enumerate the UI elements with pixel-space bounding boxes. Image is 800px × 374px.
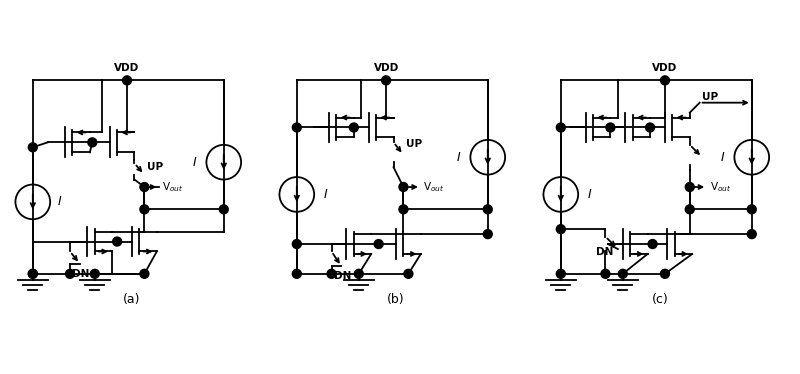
Circle shape (648, 240, 657, 248)
Circle shape (556, 269, 566, 278)
Circle shape (399, 205, 408, 214)
Text: DN: DN (595, 246, 613, 257)
Circle shape (374, 240, 383, 248)
Text: DN: DN (334, 271, 351, 281)
Text: I: I (193, 156, 197, 169)
Text: I: I (721, 151, 725, 164)
Text: VDD: VDD (114, 63, 140, 73)
Circle shape (747, 230, 756, 239)
Text: UP: UP (147, 162, 163, 172)
Circle shape (483, 205, 492, 214)
Circle shape (661, 76, 670, 85)
Circle shape (292, 123, 302, 132)
Circle shape (483, 230, 492, 239)
Circle shape (140, 183, 149, 191)
Circle shape (140, 269, 149, 278)
Text: V$_{out}$: V$_{out}$ (710, 180, 731, 194)
Circle shape (292, 269, 302, 278)
Circle shape (28, 269, 38, 278)
Circle shape (88, 138, 97, 147)
Circle shape (292, 240, 302, 248)
Circle shape (354, 269, 363, 278)
Circle shape (404, 269, 413, 278)
Text: (a): (a) (123, 293, 141, 306)
Text: VDD: VDD (652, 63, 678, 73)
Circle shape (556, 123, 566, 132)
Circle shape (350, 123, 358, 132)
Circle shape (122, 76, 131, 85)
Text: VDD: VDD (374, 63, 398, 73)
Circle shape (90, 269, 99, 278)
Circle shape (618, 269, 627, 278)
Circle shape (686, 205, 694, 214)
Text: DN: DN (73, 269, 90, 279)
Text: UP: UP (406, 140, 422, 149)
Text: I: I (58, 195, 62, 208)
Text: UP: UP (702, 92, 718, 102)
Circle shape (646, 123, 654, 132)
Circle shape (327, 269, 336, 278)
Circle shape (556, 225, 566, 234)
Text: V$_{out}$: V$_{out}$ (423, 180, 445, 194)
Circle shape (747, 205, 756, 214)
Circle shape (28, 143, 38, 152)
Circle shape (28, 269, 38, 278)
Circle shape (601, 269, 610, 278)
Text: I: I (457, 151, 461, 164)
Circle shape (66, 269, 74, 278)
Text: V$_{out}$: V$_{out}$ (162, 180, 183, 194)
Circle shape (661, 269, 670, 278)
Circle shape (686, 183, 694, 191)
Text: (b): (b) (387, 293, 405, 306)
Circle shape (382, 76, 390, 85)
Circle shape (606, 123, 615, 132)
Text: (c): (c) (652, 293, 668, 306)
Text: I: I (324, 188, 328, 201)
Circle shape (140, 205, 149, 214)
Text: I: I (588, 188, 592, 201)
Circle shape (399, 183, 408, 191)
Circle shape (219, 205, 228, 214)
Circle shape (113, 237, 122, 246)
